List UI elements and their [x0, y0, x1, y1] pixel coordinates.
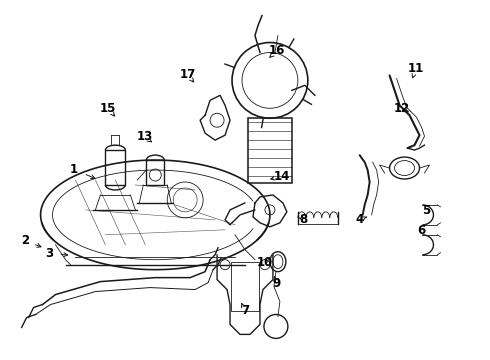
Text: 2: 2 — [21, 234, 29, 247]
Bar — [105, 150, 125, 185]
Text: 1: 1 — [70, 163, 78, 176]
Text: 5: 5 — [422, 204, 430, 217]
Text: 16: 16 — [269, 44, 285, 57]
Text: 8: 8 — [299, 213, 308, 226]
Text: 10: 10 — [256, 256, 272, 269]
Text: 17: 17 — [179, 68, 196, 81]
Text: 15: 15 — [100, 102, 117, 115]
Text: 4: 4 — [356, 213, 364, 226]
Text: 9: 9 — [272, 278, 281, 291]
Bar — [231, 262, 259, 311]
Text: 13: 13 — [137, 130, 153, 144]
Text: 7: 7 — [241, 305, 249, 318]
Text: 14: 14 — [273, 170, 290, 183]
Bar — [248, 118, 292, 183]
Text: 6: 6 — [417, 224, 425, 237]
Text: 3: 3 — [46, 247, 53, 260]
Bar — [147, 160, 164, 185]
Text: 12: 12 — [393, 102, 410, 115]
Text: 11: 11 — [408, 62, 424, 75]
